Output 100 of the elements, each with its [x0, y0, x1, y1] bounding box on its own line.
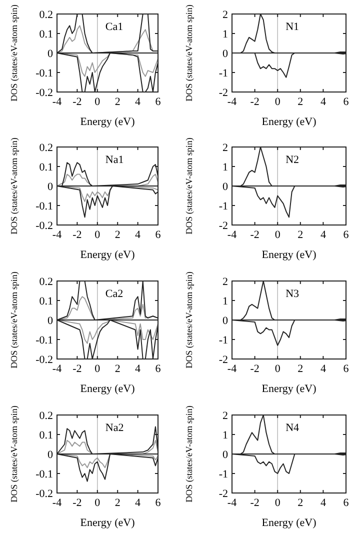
- x-axis-title: Energy (eV): [80, 249, 136, 261]
- x-tick-label: -4: [52, 363, 62, 375]
- text: N4: [286, 422, 300, 434]
- x-tick-label: -2: [72, 96, 82, 108]
- x-tick-label: -2: [72, 363, 82, 375]
- y-tick-label: -1: [218, 68, 228, 80]
- x-tick-label: 4: [320, 229, 326, 241]
- y-tick-label: -2: [218, 220, 228, 232]
- x-tick-label: 4: [320, 363, 326, 375]
- x-tick-label: 2: [114, 96, 120, 108]
- y-tick-label: 0.2: [39, 142, 53, 154]
- x-tick-label: 0: [94, 229, 101, 241]
- y-tick-label: -0.1: [36, 200, 53, 212]
- y-tick-label: 0.1: [39, 162, 53, 174]
- text: Na2: [105, 422, 124, 434]
- x-tick-label: -4: [227, 363, 238, 375]
- x-axis-title: Energy (eV): [262, 249, 317, 261]
- y-axis-title: DOS (states/eV-atom spin): [184, 406, 194, 502]
- text: Ca2: [105, 288, 124, 300]
- y-tick-label: 0.2: [39, 410, 53, 422]
- y-axis-title: DOS (states/eV-atom spin): [9, 4, 19, 102]
- x-axis-title: Energy (eV): [262, 116, 317, 128]
- x-tick-label: 6: [343, 497, 350, 509]
- y-tick-label: 0: [222, 48, 228, 60]
- y-tick-label: -0.1: [36, 334, 53, 346]
- text: N1: [286, 21, 300, 33]
- y-tick-label: 1: [222, 162, 228, 174]
- x-tick-label: 4: [135, 96, 142, 108]
- x-tick-label: 6: [343, 229, 350, 241]
- x-axis-title: Energy (eV): [80, 116, 136, 128]
- y-tick-label: 1: [222, 296, 228, 308]
- x-tick-label: 2: [298, 229, 304, 241]
- x-tick-label: -2: [250, 497, 260, 509]
- y-tick-label: 0.2: [39, 9, 53, 21]
- x-tick-label: -2: [72, 229, 82, 241]
- x-tick-label: 4: [320, 497, 326, 509]
- y-tick-label: 0: [222, 181, 228, 193]
- x-tick-label: 0: [274, 96, 281, 108]
- y-tick-label: 0: [222, 449, 228, 461]
- x-tick-label: 4: [135, 229, 142, 241]
- x-tick-label: 2: [114, 363, 120, 375]
- y-axis-title: DOS (states/eV-atom spin): [9, 272, 19, 368]
- y-tick-label: -1: [218, 468, 228, 480]
- x-tick-label: 0: [94, 497, 101, 509]
- x-axis-title: Energy (eV): [262, 517, 317, 529]
- x-axis-title: Energy (eV): [80, 383, 136, 395]
- x-tick-label: 0: [94, 363, 101, 375]
- y-tick-label: -0.2: [36, 87, 53, 99]
- x-tick-label: 4: [320, 96, 326, 108]
- x-tick-label: 6: [155, 363, 162, 375]
- y-tick-label: 0: [48, 449, 54, 461]
- y-tick-label: -2: [218, 87, 228, 99]
- y-tick-label: 2: [222, 9, 228, 21]
- y-tick-label: -2: [218, 488, 228, 500]
- y-tick-label: -0.2: [36, 488, 53, 500]
- x-tick-label: 6: [343, 96, 350, 108]
- y-tick-label: 0: [48, 48, 54, 60]
- y-axis-title: DOS (states/eV-atom spin): [9, 138, 19, 234]
- x-tick-label: -4: [52, 497, 62, 509]
- y-tick-label: -0.1: [36, 68, 53, 80]
- y-tick-label: -1: [218, 334, 228, 346]
- x-tick-label: 6: [155, 96, 162, 108]
- text: Na1: [105, 154, 124, 166]
- x-tick-label: 4: [135, 363, 142, 375]
- y-tick-label: 1: [222, 430, 228, 442]
- text: N2: [286, 154, 300, 166]
- y-axis-title: DOS (states/eV-atom spin): [184, 272, 194, 368]
- y-axis-title: DOS (states/eV-atom spin): [184, 4, 194, 102]
- y-tick-label: -2: [218, 354, 228, 366]
- x-axis-title: Energy (eV): [262, 383, 317, 395]
- y-tick-label: -0.2: [36, 354, 53, 366]
- x-tick-label: -4: [227, 229, 238, 241]
- x-tick-label: 0: [274, 229, 281, 241]
- x-tick-label: 0: [94, 96, 101, 108]
- y-tick-label: 2: [222, 410, 228, 422]
- y-tick-label: -1: [218, 200, 228, 212]
- x-tick-label: 2: [298, 363, 304, 375]
- y-tick-label: 0: [48, 181, 54, 193]
- y-tick-label: 0.1: [39, 28, 53, 40]
- x-tick-label: 2: [114, 229, 120, 241]
- y-axis-title: DOS (states/eV-atom spin): [184, 138, 194, 234]
- x-tick-label: 6: [343, 363, 350, 375]
- y-tick-label: 0.1: [39, 296, 53, 308]
- x-tick-label: -2: [250, 96, 260, 108]
- y-tick-label: 0.2: [39, 276, 53, 288]
- x-tick-label: -4: [227, 96, 238, 108]
- x-tick-label: -4: [52, 96, 62, 108]
- y-tick-label: 0: [222, 315, 228, 327]
- x-tick-label: -4: [227, 497, 238, 509]
- x-tick-label: -2: [250, 229, 260, 241]
- y-tick-label: 2: [222, 276, 228, 288]
- y-tick-label: 1: [222, 28, 228, 40]
- x-tick-label: 6: [155, 229, 162, 241]
- x-tick-label: -2: [250, 363, 260, 375]
- x-axis-title: Energy (eV): [80, 517, 136, 529]
- x-tick-label: 0: [274, 363, 281, 375]
- y-tick-label: -0.1: [36, 468, 53, 480]
- y-tick-label: 0.1: [39, 430, 53, 442]
- x-tick-label: -2: [72, 497, 82, 509]
- x-tick-label: 2: [114, 497, 120, 509]
